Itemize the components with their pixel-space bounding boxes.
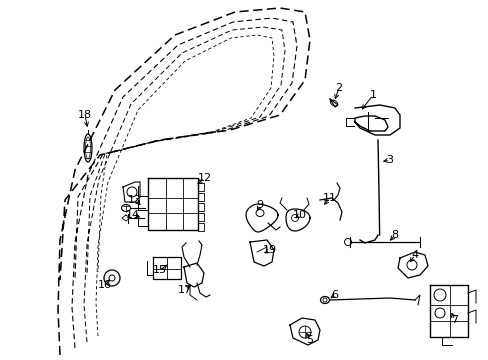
Text: 4: 4 xyxy=(410,250,418,260)
Text: 6: 6 xyxy=(331,290,338,300)
Text: 11: 11 xyxy=(323,193,336,203)
Text: 15: 15 xyxy=(153,265,167,275)
Text: 19: 19 xyxy=(263,245,277,255)
Text: 5: 5 xyxy=(306,335,313,345)
Text: 9: 9 xyxy=(256,200,263,210)
Text: 2: 2 xyxy=(335,83,342,93)
Text: 12: 12 xyxy=(198,173,212,183)
Text: 7: 7 xyxy=(450,315,458,325)
Text: 17: 17 xyxy=(178,285,192,295)
Text: 8: 8 xyxy=(390,230,398,240)
Text: 16: 16 xyxy=(98,280,112,290)
Text: 1: 1 xyxy=(369,90,376,100)
Text: 14: 14 xyxy=(126,210,140,220)
Text: 10: 10 xyxy=(292,210,306,220)
Text: 3: 3 xyxy=(386,155,393,165)
Text: 13: 13 xyxy=(128,195,142,205)
Text: 18: 18 xyxy=(78,110,92,120)
